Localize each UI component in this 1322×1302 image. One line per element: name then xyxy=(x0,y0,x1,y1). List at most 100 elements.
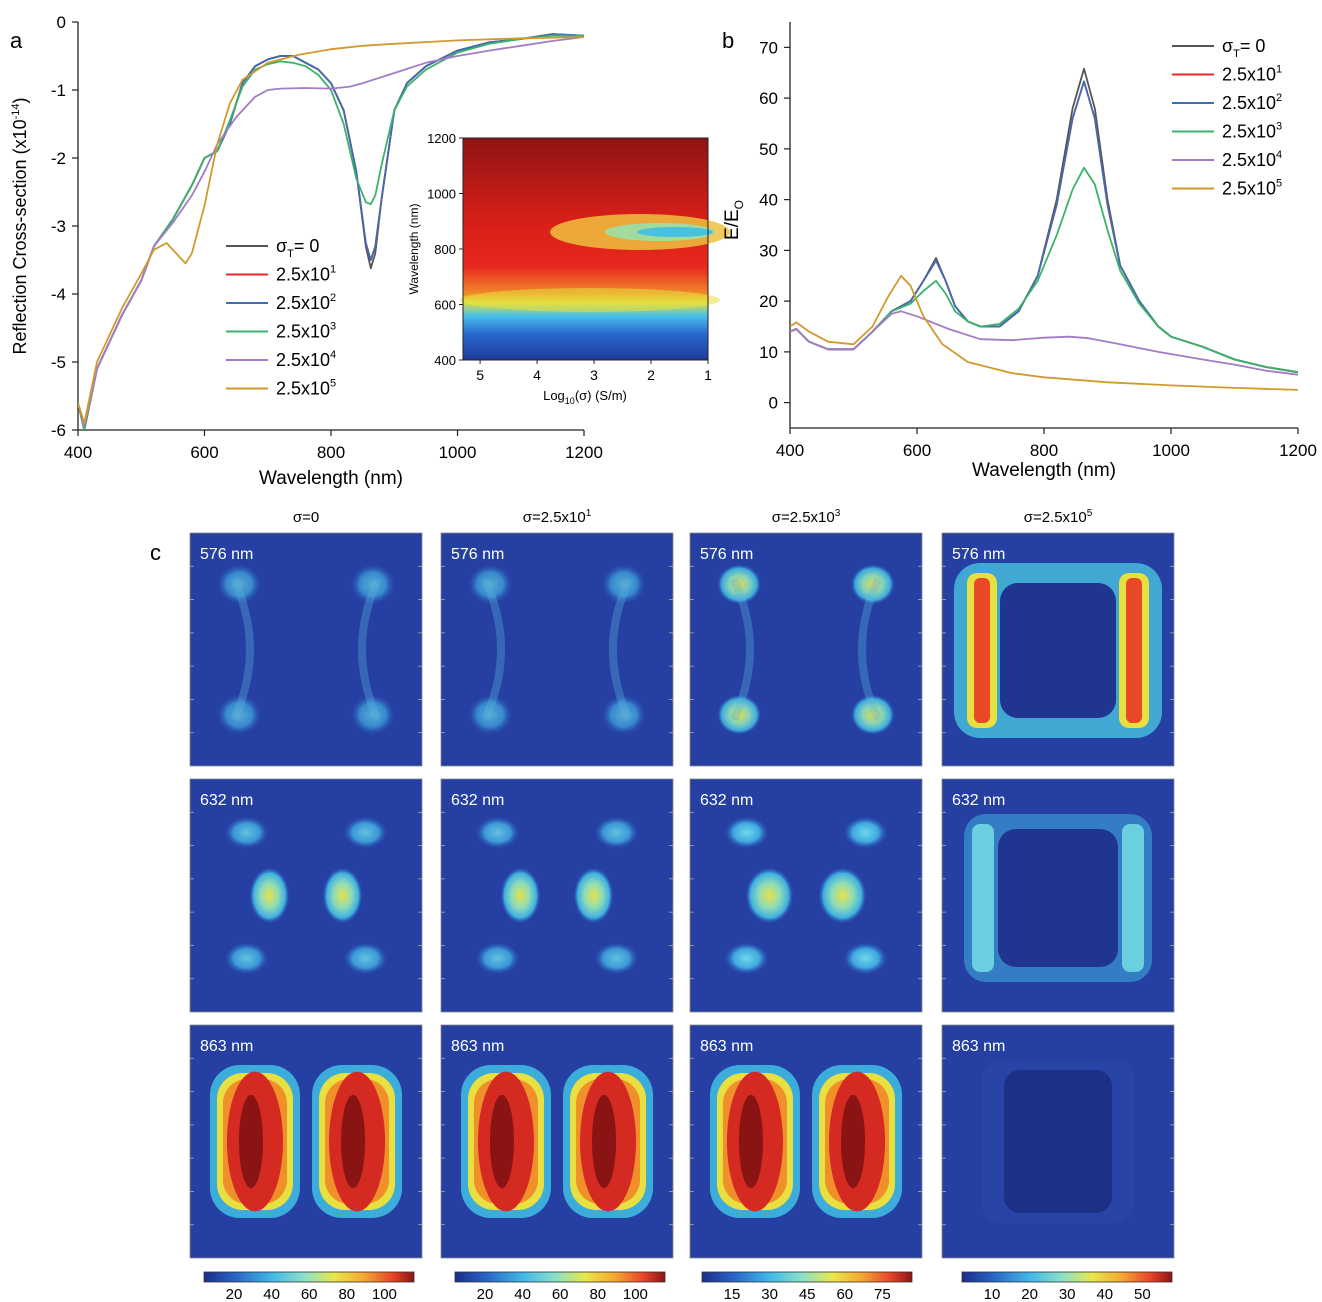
colorbar-tick-label: 60 xyxy=(552,1286,569,1302)
panel-label-b: b xyxy=(722,28,734,53)
y-tick-label: -1 xyxy=(51,81,66,100)
field-map-r2-c2 xyxy=(441,779,673,1012)
colorbar-tick-label: 20 xyxy=(1021,1286,1038,1302)
inset-y-tick-label: 600 xyxy=(434,298,456,313)
wavelength-label: 576 nm xyxy=(200,546,253,563)
y-tick-label: 0 xyxy=(769,394,778,413)
field-pattern xyxy=(468,564,646,735)
panel-label-c: c xyxy=(150,540,161,565)
x-tick-label: 400 xyxy=(64,443,92,462)
y-tick-label: 0 xyxy=(57,13,66,32)
inset-x-tick-label: 4 xyxy=(533,367,541,383)
wavelength-label: 632 nm xyxy=(700,792,753,809)
y-tick-label: -2 xyxy=(51,149,66,168)
field-map-r1-c3 xyxy=(690,533,922,766)
colorbar-tick-label: 50 xyxy=(1134,1286,1151,1302)
y-tick-label: 40 xyxy=(759,191,778,210)
colorbar-tick-label: 60 xyxy=(836,1286,853,1302)
wavelength-label: 863 nm xyxy=(700,1038,753,1055)
y-tick-label: -3 xyxy=(51,217,66,236)
legend-label-4: 2.5x103 xyxy=(1222,121,1282,142)
chart-a-legend: σT= 0 2.5x101 2.5x102 2.5x103 2.5x104 2.5x105 xyxy=(226,236,336,399)
x-tick-label: 600 xyxy=(903,441,931,460)
x-tick-label: 600 xyxy=(190,443,218,462)
colorbar-tick-label: 40 xyxy=(514,1286,531,1302)
field-pattern xyxy=(475,816,639,975)
inset-x-tick-label: 1 xyxy=(704,367,712,383)
y-tick-label: -4 xyxy=(51,285,66,304)
y-tick-label: 50 xyxy=(759,140,778,159)
x-tick-label: 1000 xyxy=(439,443,477,462)
column-title-1: σ=0 xyxy=(293,509,319,526)
legend-label-4: 2.5x103 xyxy=(276,321,336,342)
colorbar-tick-label: 40 xyxy=(1096,1286,1113,1302)
colorbar-tick-label: 80 xyxy=(589,1286,606,1302)
colorbar-tick-label: 30 xyxy=(761,1286,778,1302)
inset-y-tick-label: 1200 xyxy=(427,131,456,146)
colorbar-tick-label: 100 xyxy=(623,1286,648,1302)
colorbar-tick-label: 15 xyxy=(724,1286,741,1302)
y-tick-label: 20 xyxy=(759,292,778,311)
wavelength-label: 632 nm xyxy=(451,792,504,809)
legend-label-6: 2.5x105 xyxy=(276,378,336,399)
wavelength-label: 576 nm xyxy=(700,546,753,563)
y-tick-label: 60 xyxy=(759,89,778,108)
y-tick-label: -5 xyxy=(51,353,66,372)
inset-y-tick-label: 1000 xyxy=(427,187,456,202)
y-tick-label: 10 xyxy=(759,343,778,362)
wavelength-label: 632 nm xyxy=(200,792,253,809)
field-map-r1-c2 xyxy=(441,533,673,766)
field-pattern xyxy=(460,1065,654,1218)
column-title-4: σ=2.5x105 xyxy=(1024,508,1093,526)
colorbar-tick-label: 40 xyxy=(263,1286,280,1302)
column-title-2: σ=2.5x101 xyxy=(523,508,592,526)
wavelength-label: 576 nm xyxy=(952,546,1005,563)
x-tick-label: 800 xyxy=(1030,441,1058,460)
legend-label-3: 2.5x102 xyxy=(276,292,336,313)
column-title-3: σ=2.5x103 xyxy=(772,508,841,526)
legend-label-2: 2.5x101 xyxy=(276,264,336,285)
chart-a: 400 600 800 1000 1200 0 -1 -2 -3 -4 -5 -6 Wavelengt… xyxy=(10,13,730,489)
inset-heatmap-field xyxy=(463,138,708,360)
field-map-r1-c1 xyxy=(190,533,422,766)
colorbar-3 xyxy=(701,1271,913,1283)
field-pattern xyxy=(982,1060,1134,1223)
inset-heatmap: 5 4 3 2 1 400 600 800 1000 1200 Wavelength (nm) L… xyxy=(407,131,730,406)
legend-label-5: 2.5x104 xyxy=(1222,149,1282,170)
chart-a-xlabel: Wavelength (nm) xyxy=(259,468,403,489)
colorbar-tick-label: 100 xyxy=(372,1286,397,1302)
inset-ylabel: Wavelength (nm) xyxy=(407,204,421,295)
wavelength-label: 576 nm xyxy=(451,546,504,563)
inset-x-tick-label: 5 xyxy=(476,367,484,383)
colorbar-2 xyxy=(454,1271,666,1283)
colorbar-tick-label: 20 xyxy=(477,1286,494,1302)
field-pattern xyxy=(954,563,1162,738)
panel-label-a: a xyxy=(10,28,23,53)
wavelength-label: 863 nm xyxy=(451,1038,504,1055)
x-tick-label: 1000 xyxy=(1152,441,1190,460)
colorbar-tick-label: 20 xyxy=(226,1286,243,1302)
colorbar-tick-label: 30 xyxy=(1059,1286,1076,1302)
field-pattern xyxy=(217,564,395,735)
colorbar-tick-label: 75 xyxy=(874,1286,891,1302)
x-tick-label: 400 xyxy=(776,441,804,460)
field-pattern xyxy=(224,816,388,975)
series-line-6 xyxy=(790,274,1298,391)
legend-label-1: σT= 0 xyxy=(1222,36,1265,60)
inset-y-tick-label: 800 xyxy=(434,242,456,257)
legend-label-6: 2.5x105 xyxy=(1222,178,1282,199)
field-pattern xyxy=(209,1065,403,1218)
y-tick-label: 70 xyxy=(759,38,778,57)
colorbar-tick-label: 80 xyxy=(338,1286,355,1302)
chart-b-xlabel: Wavelength (nm) xyxy=(972,460,1116,481)
field-map-r2-c3 xyxy=(690,779,922,1012)
series-line-1 xyxy=(790,67,1298,374)
field-pattern xyxy=(964,814,1152,982)
field-map-r2-c1 xyxy=(190,779,422,1012)
x-tick-label: 800 xyxy=(317,443,345,462)
x-tick-label: 1200 xyxy=(565,443,603,462)
inset-lower-band xyxy=(460,288,720,312)
x-tick-label: 1200 xyxy=(1279,441,1317,460)
colorbar-tick-label: 60 xyxy=(301,1286,318,1302)
field-map-grid: σ=0 σ=2.5x101 σ=2.5x103 σ=2.5x105 576 nm 576 … xyxy=(189,508,1175,1302)
